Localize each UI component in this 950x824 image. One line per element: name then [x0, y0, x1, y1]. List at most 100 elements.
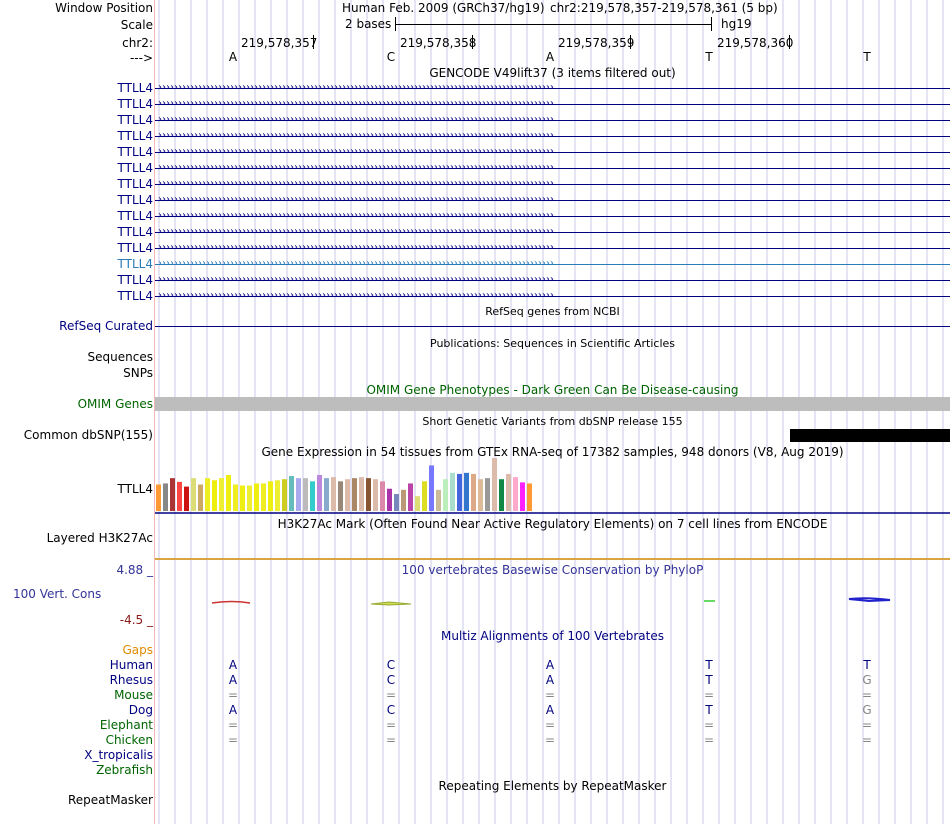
gtex-tissue-bar[interactable] [499, 479, 504, 511]
gencode-transcript-label[interactable]: TTLL4 [117, 129, 153, 143]
gtex-tissue-bar[interactable] [457, 473, 462, 511]
multiz-track-title[interactable]: Multiz Alignments of 100 Vertebrates [440, 629, 665, 643]
repeatmasker-track-label[interactable]: RepeatMasker [67, 793, 153, 807]
gtex-tissue-bar[interactable] [401, 489, 406, 511]
gtex-tissue-bar[interactable] [492, 458, 497, 511]
gtex-tissue-bar[interactable] [373, 479, 378, 511]
gtex-tissue-bar[interactable] [268, 481, 273, 511]
gencode-transcript-intron[interactable] [155, 280, 950, 281]
species-label-rhesus[interactable]: Rhesus [109, 673, 153, 687]
omim-track-label[interactable]: OMIM Genes [77, 397, 153, 411]
h3k27ac-track-label[interactable]: Layered H3K27Ac [46, 531, 153, 545]
gtex-track-title[interactable]: Gene Expression in 54 tissues from GTEx … [261, 445, 844, 459]
gtex-tissue-bar[interactable] [527, 483, 532, 511]
gtex-tissue-bar[interactable] [163, 483, 168, 511]
gencode-transcript-intron[interactable] [155, 88, 950, 89]
publications-snps-label[interactable]: SNPs [123, 366, 153, 380]
gtex-bar-chart[interactable] [155, 458, 950, 516]
gtex-tissue-bar[interactable] [415, 496, 420, 511]
gtex-tissue-bar[interactable] [366, 478, 371, 511]
gtex-tissue-bar[interactable] [338, 481, 343, 511]
gencode-transcript-intron[interactable] [155, 264, 950, 265]
gencode-transcript-label[interactable]: TTLL4 [117, 193, 153, 207]
gtex-tissue-bar[interactable] [485, 478, 490, 511]
species-label-zebrafish[interactable]: Zebrafish [96, 763, 153, 777]
gencode-transcript-label[interactable]: TTLL4 [117, 81, 153, 95]
gaps-label[interactable]: Gaps [122, 643, 153, 657]
gencode-transcript-label[interactable]: TTLL4 [117, 97, 153, 111]
species-label-elephant[interactable]: Elephant [99, 718, 153, 732]
gtex-tissue-bar[interactable] [275, 480, 280, 511]
gtex-tissue-bar[interactable] [422, 481, 427, 511]
gtex-tissue-bar[interactable] [513, 477, 518, 511]
repeatmasker-track-title[interactable]: Repeating Elements by RepeatMasker [438, 779, 667, 793]
gencode-track-title[interactable]: GENCODE V49lift37 (3 items filtered out) [429, 66, 676, 80]
gtex-track-label[interactable]: TTLL4 [117, 482, 153, 496]
gencode-transcript-intron[interactable] [155, 184, 950, 185]
refseq-gene-line[interactable] [155, 326, 950, 327]
gtex-tissue-bar[interactable] [429, 465, 434, 511]
gtex-tissue-bar[interactable] [184, 486, 189, 511]
gtex-tissue-bar[interactable] [520, 482, 525, 511]
gencode-transcript-label[interactable]: TTLL4 [117, 225, 153, 239]
dbsnp-track-title[interactable]: Short Genetic Variants from dbSNP releas… [422, 415, 683, 428]
gencode-transcript-label[interactable]: TTLL4 [117, 161, 153, 175]
gencode-transcript-label[interactable]: TTLL4 [117, 177, 153, 191]
gencode-transcript-intron[interactable] [155, 136, 950, 137]
gencode-transcript-label[interactable]: TTLL4 [117, 273, 153, 287]
omim-gene-bar[interactable] [155, 397, 950, 411]
gencode-transcript-intron[interactable] [155, 248, 950, 249]
gtex-tissue-bar[interactable] [450, 472, 455, 511]
phylop-track-label[interactable]: 100 Vert. Cons [13, 587, 102, 601]
gtex-tissue-bar[interactable] [198, 484, 203, 512]
gencode-transcript-label[interactable]: TTLL4 [117, 257, 153, 271]
gtex-tissue-bar[interactable] [478, 479, 483, 511]
gtex-tissue-bar[interactable] [436, 489, 441, 511]
publications-track-title[interactable]: Publications: Sequences in Scientific Ar… [430, 337, 675, 350]
gencode-transcript-label[interactable]: TTLL4 [117, 209, 153, 223]
gencode-transcript-intron[interactable] [155, 120, 950, 121]
gencode-transcript-intron[interactable] [155, 200, 950, 201]
gtex-tissue-bar[interactable] [296, 478, 301, 511]
species-label-dog[interactable]: Dog [128, 703, 153, 717]
gencode-transcript-label[interactable]: TTLL4 [117, 241, 153, 255]
gencode-transcript-intron[interactable] [155, 232, 950, 233]
h3k27ac-track-title[interactable]: H3K27Ac Mark (Often Found Near Active Re… [277, 517, 828, 531]
gtex-tissue-bar[interactable] [177, 481, 182, 511]
gtex-tissue-bar[interactable] [254, 483, 259, 511]
phylop-track-title[interactable]: 100 vertebrates Basewise Conservation by… [401, 563, 704, 577]
gtex-tissue-bar[interactable] [303, 478, 308, 511]
gtex-tissue-bar[interactable] [310, 481, 315, 511]
species-label-human[interactable]: Human [109, 658, 153, 672]
refseq-track-title[interactable]: RefSeq genes from NCBI [485, 305, 620, 318]
gtex-tissue-bar[interactable] [394, 494, 399, 511]
gtex-tissue-bar[interactable] [261, 483, 266, 511]
gtex-tissue-bar[interactable] [359, 477, 364, 511]
gtex-tissue-bar[interactable] [247, 485, 252, 511]
gencode-transcript-intron[interactable] [155, 168, 950, 169]
gtex-tissue-bar[interactable] [443, 479, 448, 511]
gtex-tissue-bar[interactable] [226, 474, 231, 511]
gtex-tissue-bar[interactable] [352, 478, 357, 511]
refseq-track-label[interactable]: RefSeq Curated [59, 319, 153, 333]
gtex-tissue-bar[interactable] [212, 480, 217, 511]
dbsnp-variant-bar[interactable] [790, 429, 950, 442]
omim-track-title[interactable]: OMIM Gene Phenotypes - Dark Green Can Be… [366, 383, 739, 397]
gtex-tissue-bar[interactable] [191, 478, 196, 511]
gtex-tissue-bar[interactable] [233, 484, 238, 512]
gtex-tissue-bar[interactable] [156, 484, 161, 512]
gtex-tissue-bar[interactable] [387, 488, 392, 511]
gtex-tissue-bar[interactable] [219, 478, 224, 511]
gencode-transcript-intron[interactable] [155, 216, 950, 217]
gtex-tissue-bar[interactable] [317, 474, 322, 511]
gtex-tissue-bar[interactable] [506, 473, 511, 511]
gtex-tissue-bar[interactable] [205, 478, 210, 511]
species-label-chicken[interactable]: Chicken [105, 733, 153, 747]
gtex-tissue-bar[interactable] [464, 472, 469, 511]
gtex-tissue-bar[interactable] [289, 476, 294, 511]
gtex-tissue-bar[interactable] [240, 485, 245, 511]
gencode-transcript-intron[interactable] [155, 296, 950, 297]
gencode-transcript-intron[interactable] [155, 104, 950, 105]
gencode-transcript-label[interactable]: TTLL4 [117, 289, 153, 303]
